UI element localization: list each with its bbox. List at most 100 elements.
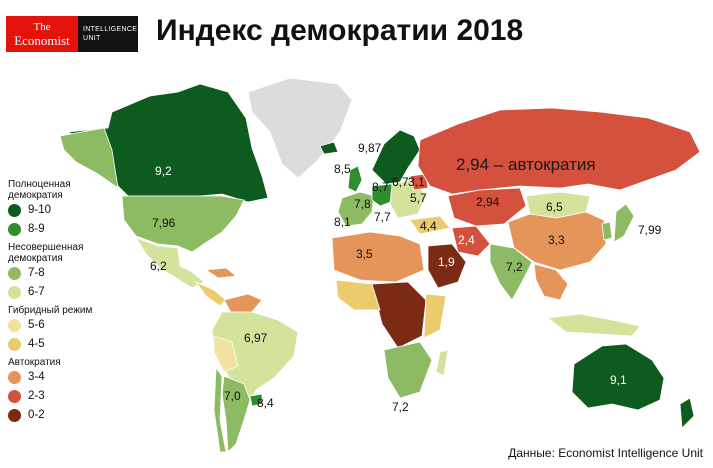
region-west-africa [335, 279, 381, 311]
legend-group-flawed-democracy: Несовершенная демократия 7-8 6-7 [8, 242, 108, 302]
label-uk: 8,5 [334, 162, 351, 176]
legend-group-title: Гибридный режим [8, 305, 93, 316]
label-germany: 8,7 [372, 180, 389, 194]
label-uruguay: 8,4 [257, 396, 274, 410]
legend-item: 3-4 [8, 368, 108, 387]
region-korea [601, 221, 613, 241]
legend-item: 9-10 [8, 201, 108, 220]
region-turkey [409, 215, 451, 235]
label-saudi: 1,9 [438, 255, 455, 269]
legend-swatch [8, 319, 21, 332]
legend-label: 0-2 [28, 409, 45, 421]
legend-label: 8-9 [28, 223, 45, 235]
region-southern-africa [383, 341, 433, 399]
region-caribbean [204, 267, 238, 279]
unit-line-2: UNIT [83, 35, 101, 42]
legend-swatch [8, 267, 21, 280]
region-usa [121, 195, 245, 253]
label-iran: 2,4 [458, 233, 475, 247]
legend-group-title: Несовершенная демократия [8, 242, 84, 264]
legend-label: 3-4 [28, 371, 45, 383]
label-china: 3,3 [548, 233, 565, 247]
label-argentina: 7,0 [224, 389, 241, 403]
region-central-asia [447, 187, 527, 227]
label-india: 7,2 [506, 260, 523, 274]
label-poland: 6,7 [392, 175, 409, 189]
label-algeria: 3,5 [356, 247, 373, 261]
label-norway: 9,87 [358, 141, 382, 155]
legend-item: 4-5 [8, 335, 108, 354]
region-central-america [194, 281, 227, 307]
region-southeast-asia [533, 263, 569, 301]
legend: Полноценная демократия 9-10 8-9 Несоверш… [8, 176, 108, 425]
region-north-africa [331, 231, 425, 283]
label-canada: 9,2 [155, 164, 172, 178]
label-italy: 7,7 [374, 210, 391, 224]
region-saudi-arabia [427, 243, 467, 289]
region-new-zealand [679, 397, 695, 429]
brand-line-2: Economist [14, 33, 70, 48]
legend-swatch [8, 390, 21, 403]
legend-group-hybrid-regime: Гибридный режим 5-6 4-5 [8, 305, 108, 354]
legend-swatch [8, 204, 21, 217]
economist-logo: The Economist INTELLIGENCE UNIT [6, 16, 138, 52]
region-argentina [221, 375, 251, 453]
label-belarus: 3,1 [408, 175, 425, 189]
region-western-europe [337, 191, 375, 227]
region-japan [613, 203, 635, 243]
legend-item: 5-6 [8, 316, 108, 335]
region-australia [571, 343, 665, 411]
label-mexico: 6,2 [150, 259, 167, 273]
region-uruguay [249, 393, 263, 407]
label-spain: 8,1 [334, 215, 351, 229]
region-bolivia [213, 335, 239, 373]
legend-label: 7-8 [28, 267, 45, 279]
label-japan: 7,99 [638, 223, 662, 237]
region-indonesia [546, 313, 641, 337]
legend-label: 9-10 [28, 204, 52, 216]
legend-item: 7-8 [8, 264, 108, 283]
legend-group-title: Полноценная демократия [8, 179, 71, 201]
region-india [489, 243, 533, 301]
legend-item: 8-9 [8, 220, 108, 239]
label-russia: 2,94 – автократия [456, 155, 596, 174]
label-south-africa: 7,2 [392, 400, 409, 414]
intelligence-unit-label: INTELLIGENCE UNIT [78, 16, 138, 52]
legend-swatch [8, 338, 21, 351]
label-australia: 9,1 [610, 373, 627, 387]
region-iceland [319, 141, 339, 155]
region-chile [213, 366, 227, 453]
label-kazakhstan: 2,94 [476, 195, 500, 209]
legend-swatch [8, 409, 21, 422]
legend-label: 2-3 [28, 390, 45, 402]
legend-label: 6-7 [28, 286, 45, 298]
region-central-africa [371, 281, 427, 349]
data-source: Данные: Economist Intelligence Unit [508, 446, 703, 460]
label-mongolia: 6,5 [546, 200, 563, 214]
region-uk [347, 165, 363, 193]
region-venezuela [223, 293, 263, 315]
economist-brand: The Economist [6, 16, 78, 52]
legend-item: 6-7 [8, 283, 108, 302]
legend-group-title: Автократия [8, 357, 61, 368]
legend-swatch [8, 371, 21, 384]
region-alaska [59, 127, 119, 189]
region-mexico [135, 237, 205, 289]
label-turkey: 4,4 [420, 219, 437, 233]
legend-swatch [8, 286, 21, 299]
map-title: Индекс демократии 2018 [156, 14, 524, 47]
label-brazil: 6,97 [244, 331, 268, 345]
legend-item: 0-2 [8, 406, 108, 425]
unit-line-1: INTELLIGENCE [83, 26, 138, 33]
region-madagascar [435, 349, 449, 377]
label-usa: 7,96 [152, 216, 176, 230]
legend-item: 2-3 [8, 387, 108, 406]
legend-label: 4-5 [28, 338, 45, 350]
region-iran [451, 225, 491, 257]
region-belarus [409, 173, 429, 191]
legend-group-authoritarian: Автократия 3-4 2-3 0-2 [8, 357, 108, 425]
legend-group-full-democracy: Полноценная демократия 9-10 8-9 [8, 179, 108, 239]
legend-swatch [8, 223, 21, 236]
region-china [507, 211, 607, 271]
brand-line-1: The [33, 21, 51, 33]
